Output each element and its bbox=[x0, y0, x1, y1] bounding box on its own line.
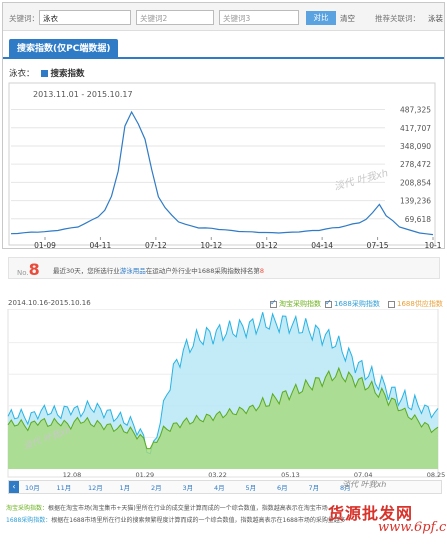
purchase-index-panel: No.8 最近30天，您所选行业游泳用品在运动户外行业中1688采购指数排名第8… bbox=[2, 251, 445, 552]
rank-number: 8 bbox=[28, 260, 40, 279]
keyword2-input[interactable]: 关键词2 bbox=[136, 10, 214, 25]
x-tick-label: 07-12 bbox=[145, 241, 167, 249]
month-5[interactable]: 2月 bbox=[151, 484, 162, 492]
watermark-author-3: 淡代 叶我xh bbox=[342, 480, 387, 489]
recommend-word-link[interactable]: 泳装 bbox=[428, 14, 443, 23]
search-index-chart: 487,325 417,707 348,090 278,472 208,854 139,2… bbox=[8, 82, 442, 249]
search-index-line bbox=[10, 110, 434, 236]
chart2-date-range: 2014.10.16-2015.10.16 bbox=[8, 299, 91, 307]
prev-month-arrow[interactable]: ‹ bbox=[9, 481, 19, 493]
rank-bar: No.8 最近30天，您所选行业游泳用品在运动户外行业中1688采购指数排名第8 bbox=[8, 257, 440, 279]
x-tick-label: 10-12 bbox=[200, 241, 222, 249]
month-4[interactable]: 1月 bbox=[119, 484, 131, 492]
x-tick-label: 07-15 bbox=[367, 241, 389, 249]
tab-search-index[interactable]: 搜索指数(仅PC端数据) bbox=[9, 39, 119, 59]
x-tick-label: 01.29 bbox=[135, 471, 154, 479]
legend-keyword: 泳衣： bbox=[9, 69, 35, 79]
clear-button[interactable]: 清空 bbox=[340, 14, 355, 23]
legend-swatch bbox=[40, 70, 48, 77]
purchase-index-chart: 12.08 01.29 03.22 05.13 07.04 08.25 bbox=[7, 309, 445, 479]
x-tick-label: 05.13 bbox=[281, 471, 300, 479]
chart1-legend: 泳衣： 搜索指数 bbox=[9, 67, 85, 79]
keyword-search-bar: 关键词： 泳衣 关键词2 关键词3 对比 清空 推荐关联词： 泳装 bbox=[3, 3, 444, 31]
industry-link[interactable]: 游泳用品 bbox=[119, 267, 146, 275]
x-tick-label: 12.08 bbox=[63, 471, 82, 479]
month-3[interactable]: 12月 bbox=[88, 484, 103, 492]
legend-1688buy-checkbox[interactable]: 1688采购指数 bbox=[325, 298, 380, 309]
legend-1688supply-checkbox[interactable]: 1688供应指数 bbox=[388, 299, 443, 309]
x-tick-label: 08.25 bbox=[427, 471, 445, 479]
x-tick-label: 07.04 bbox=[354, 471, 373, 479]
x-tick-label: 01-09 bbox=[34, 241, 56, 249]
footer-taobao: 淘宝采购指数：根据在淘宝市场(淘宝集市+天猫)里所在行业的成交量计算而成的一个综… bbox=[6, 505, 328, 512]
x-tick-label: 04-11 bbox=[90, 241, 112, 249]
y-tick-label: 417,707 bbox=[400, 124, 431, 133]
keyword1-input[interactable]: 泳衣 bbox=[39, 10, 131, 25]
month-6[interactable]: 3月 bbox=[182, 484, 194, 492]
y-tick-label: 278,472 bbox=[400, 160, 431, 169]
y-tick-label: 348,090 bbox=[400, 142, 431, 151]
watermark-site-cn: 货源批发网 bbox=[328, 504, 414, 523]
chart1-date-range: 2013.11.01 - 2015.10.17 bbox=[33, 90, 133, 99]
rank-description: 最近30天，您所选行业游泳用品在运动户外行业中1688采购指数排名第8 bbox=[53, 267, 264, 275]
tab-bar: 搜索指数(仅PC端数据) bbox=[3, 39, 444, 59]
month-8[interactable]: 5月 bbox=[245, 484, 257, 492]
x-tick-label: 10-1 bbox=[424, 241, 441, 249]
x-tick-label: 01-12 bbox=[256, 241, 278, 249]
footer-1688: 1688采购指数：根据在1688市场里所在行业的搜索频繁程度计算而成的一个综合数… bbox=[6, 517, 346, 524]
watermark-site-url: www.6pf.cn bbox=[378, 520, 447, 535]
rank-prefix: No. bbox=[17, 269, 29, 277]
month-7[interactable]: 4月 bbox=[214, 484, 225, 492]
month-selector[interactable]: ‹ 10月 11月 12月 1月 2月 3月 4月 5月 6月 7月 8月 bbox=[8, 480, 442, 494]
month-9[interactable]: 6月 bbox=[277, 484, 288, 492]
keyword3-input[interactable]: 关键词3 bbox=[219, 10, 299, 25]
month-1[interactable]: 10月 bbox=[25, 484, 40, 492]
month-2[interactable]: 11月 bbox=[56, 484, 72, 492]
x-tick-label: 03.22 bbox=[208, 471, 227, 479]
legend-taobao-checkbox[interactable]: 淘宝采购指数 bbox=[270, 298, 321, 309]
compare-button[interactable]: 对比 bbox=[306, 11, 336, 25]
keyword-label: 关键词： bbox=[9, 14, 39, 23]
x-tick-label: 04-14 bbox=[311, 241, 333, 249]
month-11[interactable]: 8月 bbox=[340, 484, 351, 492]
y-tick-label: 69,618 bbox=[405, 215, 431, 224]
y-tick-label: 208,854 bbox=[400, 178, 431, 187]
search-index-panel: 关键词： 泳衣 关键词2 关键词3 对比 清空 推荐关联词： 泳装 搜索指数(仅… bbox=[2, 2, 445, 249]
recommend-label: 推荐关联词： bbox=[375, 14, 420, 23]
legend-series-name: 搜索指数 bbox=[50, 69, 85, 79]
y-tick-label: 487,325 bbox=[400, 106, 431, 115]
month-10[interactable]: 7月 bbox=[308, 484, 320, 492]
y-tick-label: 139,236 bbox=[400, 197, 431, 206]
rank-badge: No.8 bbox=[17, 260, 40, 279]
